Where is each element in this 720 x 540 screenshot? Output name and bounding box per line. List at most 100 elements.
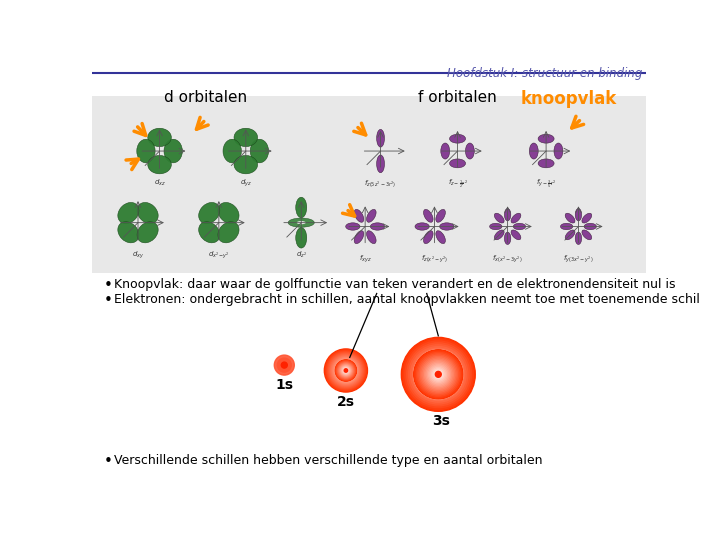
Ellipse shape bbox=[565, 213, 575, 223]
Circle shape bbox=[428, 363, 449, 386]
Ellipse shape bbox=[164, 139, 182, 163]
Ellipse shape bbox=[354, 231, 364, 244]
Ellipse shape bbox=[218, 222, 239, 243]
Ellipse shape bbox=[505, 208, 510, 221]
Circle shape bbox=[414, 350, 463, 399]
Ellipse shape bbox=[529, 143, 539, 159]
Circle shape bbox=[323, 347, 369, 394]
Circle shape bbox=[344, 369, 348, 372]
Ellipse shape bbox=[377, 155, 384, 173]
Ellipse shape bbox=[148, 156, 171, 174]
Circle shape bbox=[338, 363, 354, 379]
Circle shape bbox=[422, 358, 455, 391]
Circle shape bbox=[414, 350, 463, 399]
Circle shape bbox=[419, 355, 457, 394]
Circle shape bbox=[431, 367, 446, 382]
Ellipse shape bbox=[218, 202, 239, 224]
Circle shape bbox=[343, 367, 349, 374]
Circle shape bbox=[336, 360, 356, 381]
Text: Hoofdstuk I: structuur en binding: Hoofdstuk I: structuur en binding bbox=[447, 67, 642, 80]
Circle shape bbox=[423, 359, 454, 389]
Ellipse shape bbox=[199, 222, 220, 243]
Ellipse shape bbox=[495, 230, 504, 240]
Circle shape bbox=[342, 367, 349, 374]
Ellipse shape bbox=[560, 224, 573, 230]
Circle shape bbox=[335, 360, 356, 381]
Circle shape bbox=[427, 363, 450, 386]
Circle shape bbox=[334, 359, 358, 382]
Text: $f_{y(3x^2-y^2)}$: $f_{y(3x^2-y^2)}$ bbox=[563, 253, 594, 264]
Ellipse shape bbox=[377, 130, 384, 147]
Circle shape bbox=[415, 351, 462, 397]
Circle shape bbox=[436, 372, 441, 377]
Circle shape bbox=[325, 350, 366, 391]
Circle shape bbox=[433, 369, 443, 379]
Circle shape bbox=[410, 347, 466, 402]
Circle shape bbox=[420, 356, 456, 393]
Ellipse shape bbox=[423, 231, 433, 244]
Text: $f_{y-\frac{3}{5}r^2}$: $f_{y-\frac{3}{5}r^2}$ bbox=[536, 178, 557, 190]
Circle shape bbox=[433, 369, 444, 380]
Ellipse shape bbox=[449, 159, 466, 168]
Ellipse shape bbox=[565, 230, 575, 240]
Circle shape bbox=[333, 357, 359, 383]
Text: $f_{xyz}$: $f_{xyz}$ bbox=[359, 253, 372, 265]
Circle shape bbox=[339, 364, 353, 377]
Circle shape bbox=[330, 354, 362, 387]
Ellipse shape bbox=[148, 129, 171, 146]
Circle shape bbox=[434, 370, 442, 379]
Ellipse shape bbox=[538, 134, 554, 143]
Circle shape bbox=[336, 361, 356, 380]
Circle shape bbox=[342, 366, 350, 375]
Circle shape bbox=[436, 373, 440, 376]
Circle shape bbox=[428, 364, 448, 384]
Text: $d_{xy}$: $d_{xy}$ bbox=[132, 249, 144, 261]
Circle shape bbox=[400, 336, 477, 413]
Circle shape bbox=[335, 360, 356, 381]
Circle shape bbox=[341, 365, 351, 376]
Bar bbox=[92, 96, 647, 273]
Circle shape bbox=[407, 343, 469, 406]
Circle shape bbox=[324, 349, 367, 392]
Circle shape bbox=[435, 371, 442, 378]
Ellipse shape bbox=[234, 156, 258, 174]
Ellipse shape bbox=[137, 222, 158, 243]
Circle shape bbox=[428, 363, 449, 386]
Ellipse shape bbox=[366, 231, 376, 244]
Circle shape bbox=[432, 368, 444, 381]
Circle shape bbox=[282, 362, 287, 368]
Text: $d_{yz}$: $d_{yz}$ bbox=[240, 178, 252, 190]
Circle shape bbox=[337, 362, 354, 379]
Ellipse shape bbox=[505, 232, 510, 245]
Ellipse shape bbox=[511, 230, 521, 240]
Ellipse shape bbox=[415, 223, 429, 230]
Circle shape bbox=[339, 364, 352, 377]
Circle shape bbox=[343, 368, 349, 374]
Text: Knoopvlak: daar waar de golffunctie van teken verandert en de elektronendensitei: Knoopvlak: daar waar de golffunctie van … bbox=[114, 278, 675, 291]
Text: $d_{z^2}$: $d_{z^2}$ bbox=[296, 249, 307, 260]
Circle shape bbox=[416, 353, 460, 396]
Circle shape bbox=[435, 370, 442, 378]
Text: $d_{x^2\!-\!y^2}$: $d_{x^2\!-\!y^2}$ bbox=[208, 249, 230, 261]
Circle shape bbox=[431, 367, 446, 382]
Circle shape bbox=[345, 369, 347, 372]
Ellipse shape bbox=[575, 208, 582, 221]
Ellipse shape bbox=[137, 139, 155, 163]
Text: $f_{z-\frac{1}{2}r^2}$: $f_{z-\frac{1}{2}r^2}$ bbox=[448, 178, 467, 190]
Text: 3s: 3s bbox=[432, 414, 449, 428]
Circle shape bbox=[426, 361, 451, 387]
Ellipse shape bbox=[223, 139, 241, 163]
Circle shape bbox=[340, 364, 352, 376]
Ellipse shape bbox=[441, 143, 450, 159]
Circle shape bbox=[345, 369, 347, 372]
Circle shape bbox=[434, 370, 442, 379]
Ellipse shape bbox=[118, 202, 139, 224]
Circle shape bbox=[341, 366, 350, 375]
Text: d orbitalen: d orbitalen bbox=[164, 90, 248, 105]
Circle shape bbox=[328, 353, 363, 388]
Circle shape bbox=[401, 338, 475, 411]
Text: •: • bbox=[104, 454, 112, 469]
Text: knoopvlak: knoopvlak bbox=[521, 90, 617, 108]
Text: f orbitalen: f orbitalen bbox=[418, 90, 497, 105]
Circle shape bbox=[341, 365, 351, 376]
